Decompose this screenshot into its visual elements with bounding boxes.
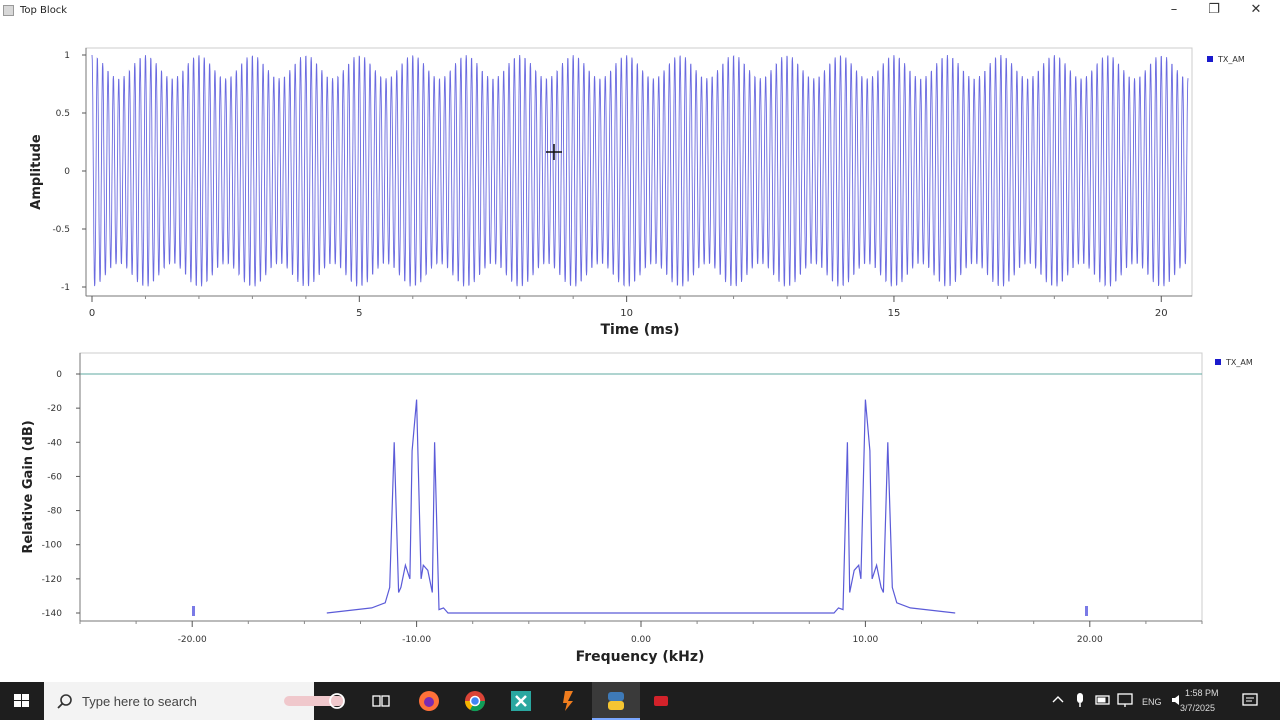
time-ytick-label: -0.5 xyxy=(52,225,70,235)
task-view-icon[interactable] xyxy=(368,688,394,714)
time-xtick-label: 10 xyxy=(620,308,633,319)
app-orange-icon[interactable] xyxy=(556,688,582,714)
time-xtick-label: 5 xyxy=(356,308,362,319)
time-xtick-label: 15 xyxy=(888,308,901,319)
app-red-icon[interactable] xyxy=(648,688,674,714)
time-x-ticks: 0 5 10 15 20 xyxy=(89,296,1168,319)
language-indicator[interactable]: ENG xyxy=(1142,697,1162,707)
time-ylabel: Amplitude xyxy=(29,134,44,210)
firefox-icon[interactable] xyxy=(416,688,442,714)
freq-x-ticks: -20.00 -10.00 0.00 10.00 20.00 xyxy=(79,621,1203,645)
time-legend-label: TX_AM xyxy=(1217,55,1245,64)
time-ytick-label: 1 xyxy=(64,51,70,61)
freq-plot-canvas[interactable] xyxy=(79,352,1203,622)
time-xlabel: Time (ms) xyxy=(600,322,679,338)
time-xtick-label: 20 xyxy=(1155,308,1168,319)
freq-ytick-label: -100 xyxy=(42,541,63,551)
taskbar-search[interactable]: Type here to search xyxy=(44,682,344,720)
clock-date[interactable]: 3/7/2025 xyxy=(1180,703,1216,713)
freq-plot[interactable]: 0 -20 -40 -60 -80 -100 -120 -140 -20.00 -10.00 0.… xyxy=(21,352,1253,665)
freq-series-line xyxy=(326,399,956,614)
plot-area: 1 0.5 0 -0.5 -1 0 5 10 15 20 Amplitude Time (ms)… xyxy=(0,22,1280,682)
freq-legend-label: TX_AM xyxy=(1225,358,1253,367)
search-highlight xyxy=(284,696,344,706)
volume-icon[interactable] xyxy=(1170,690,1184,710)
time-y-ticks: 1 0.5 0 -0.5 -1 xyxy=(52,51,86,293)
time-ytick-label: 0.5 xyxy=(56,109,70,119)
close-button[interactable]: ✕ xyxy=(1250,2,1262,17)
freq-ytick-label: -20 xyxy=(47,404,62,414)
windows-icon xyxy=(14,694,29,707)
freq-xtick-label: -20.00 xyxy=(178,635,207,645)
freq-marker-pos20 xyxy=(1085,606,1088,616)
freq-ytick-label: -120 xyxy=(42,575,63,585)
search-icon xyxy=(57,694,72,709)
taskbar: Type here to search ENG 1:58 PM 3/7/202 xyxy=(0,682,1280,720)
freq-xtick-label: -10.00 xyxy=(402,635,431,645)
freq-ytick-label: -80 xyxy=(47,507,62,517)
plots-svg: 1 0.5 0 -0.5 -1 0 5 10 15 20 Amplitude Time (ms)… xyxy=(21,47,1253,665)
battery-icon[interactable] xyxy=(1094,690,1112,710)
app-x-icon[interactable] xyxy=(508,688,534,714)
time-plot[interactable]: 1 0.5 0 -0.5 -1 0 5 10 15 20 Amplitude Time (ms)… xyxy=(29,47,1245,338)
tray-chevron-icon[interactable] xyxy=(1050,690,1066,710)
freq-ylabel: Relative Gain (dB) xyxy=(21,420,36,553)
time-ytick-label: 0 xyxy=(64,167,70,177)
freq-y-ticks: 0 -20 -40 -60 -80 -100 -120 -140 xyxy=(42,370,80,619)
freq-xtick-label: 0.00 xyxy=(631,635,651,645)
python-icon[interactable] xyxy=(603,688,629,714)
clock-time[interactable]: 1:58 PM xyxy=(1185,688,1219,698)
network-icon[interactable] xyxy=(1116,690,1134,710)
title-bar: Top Block – ❐ ✕ xyxy=(0,0,1280,22)
cortana-icon[interactable] xyxy=(324,688,350,714)
microphone-icon[interactable] xyxy=(1072,690,1088,710)
chrome-icon[interactable] xyxy=(462,688,488,714)
time-ytick-label: -1 xyxy=(61,283,70,293)
freq-xlabel: Frequency (kHz) xyxy=(576,649,705,665)
freq-ytick-label: -40 xyxy=(47,438,62,448)
start-button[interactable] xyxy=(0,682,44,720)
app-icon xyxy=(3,5,14,16)
time-xtick-label: 0 xyxy=(89,308,95,319)
search-placeholder: Type here to search xyxy=(82,694,197,709)
notification-icon[interactable] xyxy=(1240,690,1260,710)
freq-ytick-label: -140 xyxy=(42,609,63,619)
freq-xtick-label: 10.00 xyxy=(853,635,879,645)
freq-legend-swatch xyxy=(1215,359,1221,365)
window-title: Top Block xyxy=(20,5,68,16)
freq-marker-neg20 xyxy=(192,606,195,616)
maximize-button[interactable]: ❐ xyxy=(1208,2,1220,17)
freq-ytick-label: 0 xyxy=(56,370,62,380)
time-legend-swatch xyxy=(1207,56,1213,62)
crosshair-icon xyxy=(546,144,562,160)
freq-ytick-label: -60 xyxy=(47,472,62,482)
minimize-button[interactable]: – xyxy=(1170,2,1178,17)
time-series-line xyxy=(91,54,1189,287)
freq-xtick-label: 20.00 xyxy=(1077,635,1103,645)
